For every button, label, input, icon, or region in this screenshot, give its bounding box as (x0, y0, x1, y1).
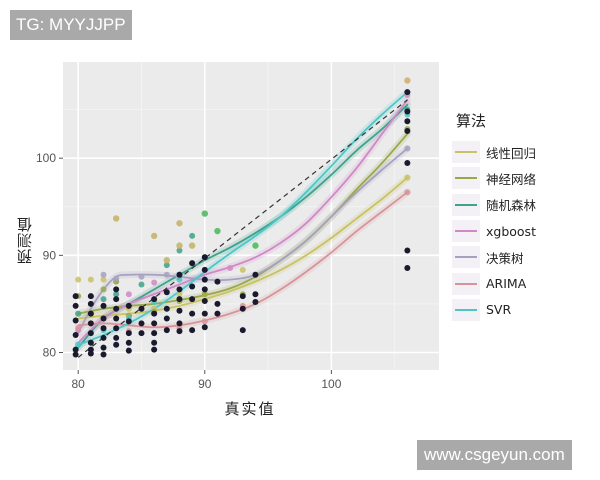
svg-text:100: 100 (321, 377, 341, 391)
legend-label: ARIMA (486, 276, 527, 292)
legend-label: 决策树 (486, 250, 524, 266)
svg-text:80: 80 (43, 346, 57, 360)
legend-label: SVR (486, 302, 512, 318)
legend-line-icon (452, 298, 480, 321)
legend-label: 线性回归 (486, 145, 537, 161)
legend-item: ARIMA (452, 270, 536, 296)
legend-line-icon (452, 167, 480, 190)
legend-item: 随机森林 (452, 192, 536, 218)
scatter-points (72, 77, 411, 358)
legend-line-icon (452, 193, 480, 216)
legend-line-icon (452, 141, 480, 164)
grid-lines (63, 62, 439, 370)
watermark-top: TG: MYYJJPP (10, 10, 132, 40)
legend-item: 线性回归 (452, 139, 536, 165)
legend-line-icon (452, 220, 480, 243)
legend-title: 算法 (456, 112, 487, 130)
legend-item: 决策树 (452, 244, 536, 270)
svg-text:100: 100 (36, 151, 56, 165)
svg-text:90: 90 (43, 248, 57, 262)
legend-label: xgboost (486, 223, 536, 239)
legend-label: 随机森林 (486, 198, 537, 214)
legend-item: 神经网络 (452, 165, 536, 191)
legend-line-icon (452, 272, 480, 295)
legend-item: xgboost (452, 218, 536, 244)
svg-text:90: 90 (198, 377, 212, 391)
watermark-bottom: www.csgeyun.com (417, 440, 572, 470)
legend: 算法 线性回归神经网络随机森林 xgboost 决策树 ARIMA SVR (452, 110, 536, 323)
axis-ticks: 80 90 100 80 90 100 (36, 151, 342, 391)
legend-items: 线性回归神经网络随机森林 xgboost 决策树 ARIMA SVR (452, 139, 536, 323)
legend-label: 神经网络 (486, 171, 537, 187)
reference-line (77, 99, 408, 358)
y-axis-title: 预测值 (16, 216, 34, 264)
legend-line-icon (452, 246, 480, 269)
legend-item: SVR (452, 297, 536, 323)
svg-text:80: 80 (72, 377, 86, 391)
x-axis-title: 真实值 (224, 400, 276, 418)
